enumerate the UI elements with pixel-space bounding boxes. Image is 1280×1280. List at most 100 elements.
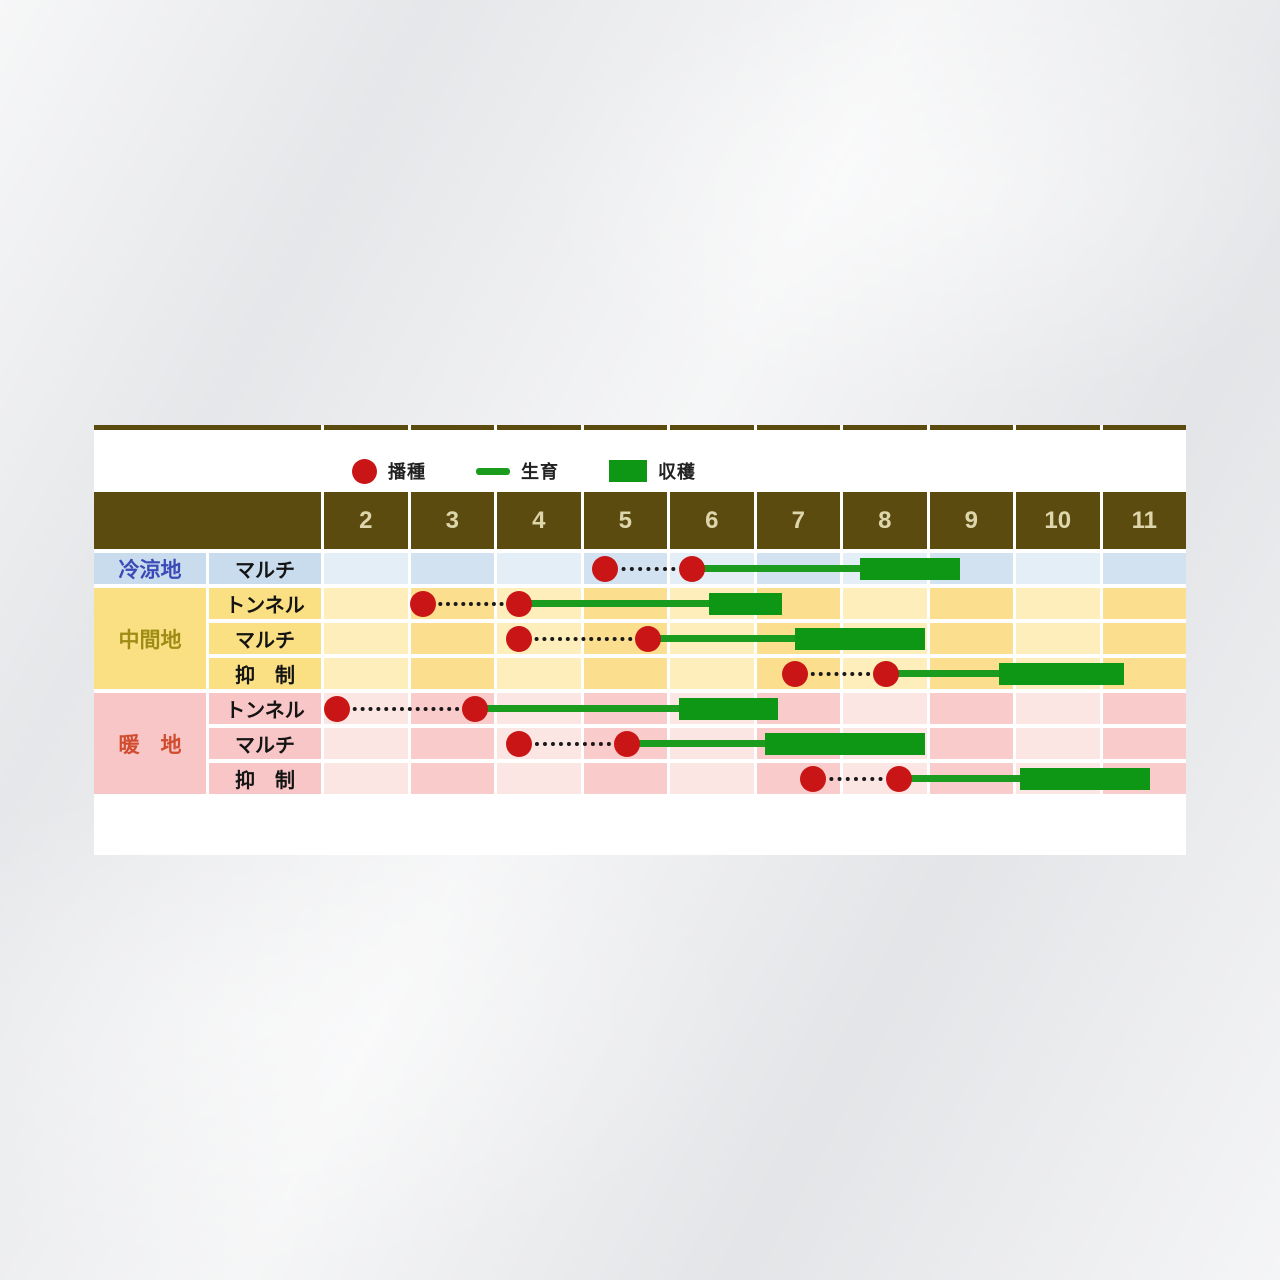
- calendar-cell: [1016, 623, 1100, 654]
- calendar-cell: [929, 693, 1013, 724]
- calendar-cell: [583, 553, 667, 584]
- calendar-grid: 2 3 4 5 6 7 8 9 10 11 冷涼地 マルチ 中間地 トンネル マルチ抑 制暖 地トンネル マル…: [94, 492, 1186, 794]
- calendar-cell: [497, 623, 581, 654]
- calendar-cell: [497, 588, 581, 619]
- calendar-cell: [583, 658, 667, 689]
- method-cell: トンネル: [209, 693, 321, 724]
- calendar-table: 2 3 4 5 6 7 8 9 10 11 冷涼地 マルチ 中間地 トンネル マルチ抑 制暖 地トンネル マル…: [94, 492, 1186, 794]
- calendar-cell: [929, 728, 1013, 759]
- sowing-dot-icon: [352, 458, 377, 484]
- calendar-cell: [1102, 658, 1186, 689]
- calendar-cell: [756, 553, 840, 584]
- calendar-cell: [756, 728, 840, 759]
- calendar-cell: [929, 623, 1013, 654]
- legend-item-harvest: 収穫: [609, 458, 696, 484]
- cropped-edge-segment: [94, 425, 321, 430]
- cropped-edge-segment: [324, 425, 408, 430]
- calendar-cell: [929, 763, 1013, 794]
- calendar-cell: [1016, 693, 1100, 724]
- cropped-edge-segment: [670, 425, 754, 430]
- calendar-cell: [410, 658, 494, 689]
- calendar-cell: [410, 588, 494, 619]
- calendar-cell: [756, 693, 840, 724]
- calendar-cell: [670, 693, 754, 724]
- calendar-cell: [929, 588, 1013, 619]
- calendar-cell: [843, 658, 927, 689]
- calendar-cell: [1102, 588, 1186, 619]
- legend-item-growth: 生育: [476, 458, 559, 484]
- month-header-cell: 10: [1016, 492, 1100, 549]
- month-header-cell: 4: [497, 492, 581, 549]
- month-header-cell: 8: [843, 492, 927, 549]
- calendar-cell: [583, 623, 667, 654]
- calendar-cell: [324, 658, 408, 689]
- calendar-cell: [756, 623, 840, 654]
- calendar-cell: [324, 728, 408, 759]
- calendar-cell: [1102, 623, 1186, 654]
- calendar-cell: [843, 553, 927, 584]
- month-header-cell: 5: [583, 492, 667, 549]
- legend-label-growth: 生育: [521, 462, 559, 482]
- calendar-cell: [410, 623, 494, 654]
- month-header-cell: 11: [1102, 492, 1186, 549]
- cropped-edge-segment: [410, 425, 494, 430]
- region-cell: 暖 地: [94, 693, 206, 794]
- legend-label-sowing: 播種: [388, 462, 426, 482]
- calendar-cell: [843, 588, 927, 619]
- calendar-cell: [843, 693, 927, 724]
- calendar-cell: [1016, 588, 1100, 619]
- header-corner-cell: [94, 492, 321, 549]
- method-cell: マルチ: [209, 623, 321, 654]
- calendar-cell: [497, 728, 581, 759]
- calendar-cell: [1102, 693, 1186, 724]
- legend-item-sowing: 播種: [352, 458, 426, 484]
- calendar-cell: [324, 553, 408, 584]
- region-cell: 冷涼地: [94, 553, 206, 584]
- cropped-edge-segment: [1016, 425, 1100, 430]
- calendar-cell: [1016, 658, 1100, 689]
- calendar-cell: [1016, 553, 1100, 584]
- calendar-cell: [1102, 763, 1186, 794]
- month-header-cell: 6: [670, 492, 754, 549]
- planting-calendar-card: 播種 生育 収穫 2 3 4 5 6 7 8 9 10 11 冷涼地 マルチ 中間地 トンネル マルチ抑 制…: [94, 425, 1186, 855]
- calendar-cell: [497, 693, 581, 724]
- calendar-cell: [1016, 763, 1100, 794]
- legend: 播種 生育 収穫: [352, 455, 696, 487]
- calendar-cell: [583, 588, 667, 619]
- calendar-cell: [410, 693, 494, 724]
- calendar-cell: [497, 763, 581, 794]
- calendar-cell: [410, 763, 494, 794]
- calendar-cell: [324, 588, 408, 619]
- cropped-edge-segment: [1102, 425, 1186, 430]
- harvest-bar-icon: [609, 460, 647, 482]
- month-header-cell: 7: [756, 492, 840, 549]
- cropped-edge-segment: [497, 425, 581, 430]
- calendar-cell: [583, 728, 667, 759]
- calendar-cell: [843, 623, 927, 654]
- calendar-cell: [929, 658, 1013, 689]
- calendar-cell: [670, 623, 754, 654]
- calendar-cell: [1016, 728, 1100, 759]
- calendar-cell: [670, 728, 754, 759]
- method-cell: 抑 制: [209, 658, 321, 689]
- calendar-cell: [756, 763, 840, 794]
- cropped-edge-segment: [929, 425, 1013, 430]
- method-cell: 抑 制: [209, 763, 321, 794]
- calendar-cell: [583, 763, 667, 794]
- calendar-cell: [843, 728, 927, 759]
- method-cell: マルチ: [209, 728, 321, 759]
- method-cell: マルチ: [209, 553, 321, 584]
- month-header-cell: 3: [410, 492, 494, 549]
- calendar-cell: [756, 588, 840, 619]
- calendar-cell: [670, 588, 754, 619]
- calendar-cell: [410, 553, 494, 584]
- calendar-cell: [670, 658, 754, 689]
- calendar-cell: [670, 763, 754, 794]
- calendar-cell: [670, 553, 754, 584]
- calendar-cell: [1102, 553, 1186, 584]
- month-header-cell: 9: [929, 492, 1013, 549]
- cropped-table-edge: [94, 425, 1186, 430]
- calendar-cell: [324, 763, 408, 794]
- region-cell: 中間地: [94, 588, 206, 689]
- calendar-cell: [497, 658, 581, 689]
